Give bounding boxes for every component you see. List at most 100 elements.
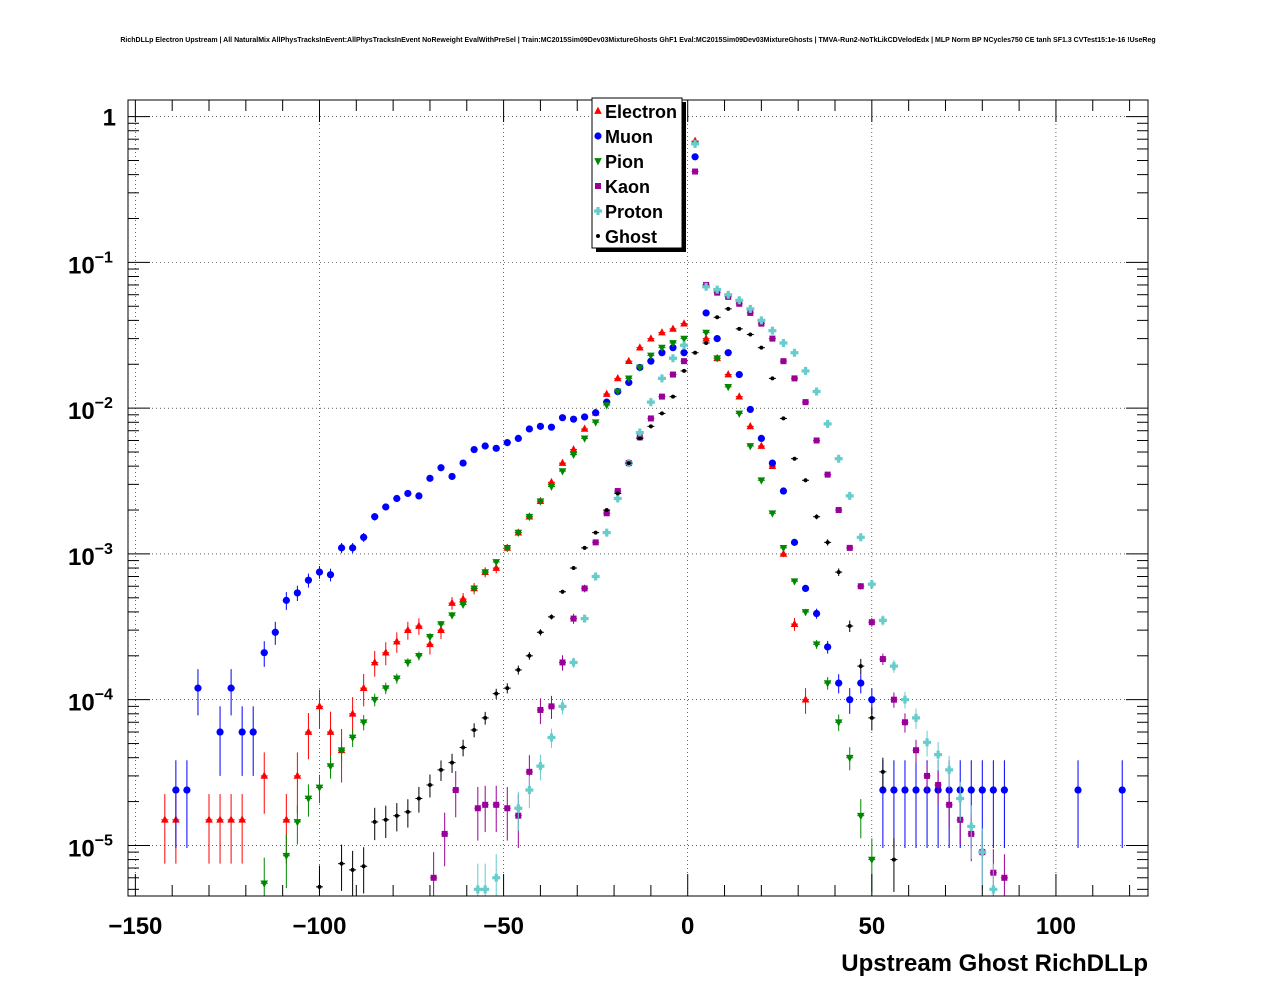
data-point	[315, 568, 324, 576]
data-point	[461, 745, 466, 750]
data-point	[569, 451, 578, 460]
data-point	[483, 715, 488, 720]
data-point	[879, 786, 887, 794]
legend-label-muon: Muon	[605, 127, 653, 147]
data-point	[525, 513, 534, 522]
y-tick-label: 10−2	[68, 395, 113, 425]
data-point	[404, 659, 412, 667]
data-point	[779, 549, 788, 557]
data-point	[801, 584, 810, 592]
data-point	[757, 477, 766, 485]
data-point	[441, 830, 448, 837]
data-point	[669, 371, 676, 378]
data-point	[536, 762, 545, 771]
data-point	[1118, 786, 1126, 794]
data-point	[891, 857, 896, 862]
data-point	[216, 728, 224, 736]
data-point	[746, 405, 754, 414]
data-point	[735, 296, 744, 305]
data-point	[339, 861, 344, 866]
data-point	[967, 822, 976, 831]
data-point	[602, 389, 611, 397]
y-tick-label-base: 10	[68, 544, 95, 571]
data-point	[537, 706, 544, 713]
data-point	[746, 443, 755, 451]
data-point	[879, 656, 886, 663]
data-point	[304, 795, 313, 803]
data-point	[857, 679, 865, 687]
data-point	[646, 398, 655, 407]
data-point	[648, 424, 653, 429]
data-point	[172, 786, 180, 794]
data-point	[415, 652, 423, 661]
data-point	[372, 819, 377, 824]
data-point	[452, 787, 459, 794]
y-tick-label-exponent: −5	[95, 832, 113, 849]
data-point	[868, 619, 875, 626]
data-point	[361, 864, 366, 869]
data-point	[823, 680, 832, 688]
data-point	[691, 153, 699, 161]
data-point	[426, 639, 434, 648]
data-point	[682, 368, 687, 373]
data-point	[516, 667, 521, 672]
data-point	[835, 507, 842, 514]
data-point	[713, 334, 721, 343]
data-point	[869, 715, 874, 720]
data-point	[282, 852, 291, 861]
data-point	[670, 394, 675, 399]
legend: Electron Muon Pion Kaon Proton Ghost	[591, 97, 686, 252]
data-point	[348, 734, 357, 742]
data-point	[260, 771, 269, 779]
data-point	[790, 619, 799, 627]
data-point	[514, 434, 522, 443]
x-tick-label: −50	[483, 913, 524, 940]
data-point	[570, 615, 577, 622]
data-point	[504, 805, 511, 812]
data-point	[593, 530, 598, 535]
data-point	[459, 459, 467, 467]
data-point	[592, 539, 599, 546]
data-point	[923, 738, 932, 747]
data-point	[856, 533, 865, 542]
data-point	[847, 624, 852, 629]
data-point	[615, 491, 620, 496]
y-tick-label: 10−1	[68, 249, 113, 279]
data-point	[547, 423, 556, 431]
data-point	[360, 533, 368, 541]
series-muon	[172, 153, 1126, 849]
data-point	[878, 616, 887, 625]
x-tick-label: −150	[108, 913, 162, 940]
data-point	[912, 786, 920, 794]
x-axis-title: Upstream Ghost RichDLLp	[841, 950, 1148, 977]
data-point	[1001, 874, 1008, 881]
data-point	[704, 340, 709, 345]
data-point	[845, 754, 854, 763]
data-point	[536, 422, 545, 430]
data-point	[836, 570, 841, 575]
data-point	[724, 290, 733, 299]
data-point	[591, 419, 600, 427]
data-point	[216, 815, 224, 823]
data-point	[880, 769, 885, 774]
data-point	[669, 340, 677, 348]
data-point	[746, 304, 755, 313]
data-point	[282, 596, 290, 604]
legend-marker-kaon	[595, 183, 601, 189]
data-point	[293, 589, 301, 597]
data-point	[680, 349, 688, 357]
x-tick-label: 50	[858, 913, 885, 940]
data-point	[494, 691, 499, 696]
data-point	[636, 343, 644, 351]
data-point	[813, 437, 820, 444]
y-tick-label: 1	[103, 105, 116, 132]
data-point	[430, 874, 437, 881]
data-point	[757, 434, 765, 443]
data-point	[415, 492, 423, 500]
data-point	[560, 589, 565, 594]
data-point	[558, 414, 567, 422]
data-point	[582, 545, 587, 550]
data-point	[868, 856, 876, 864]
data-point	[658, 344, 666, 353]
